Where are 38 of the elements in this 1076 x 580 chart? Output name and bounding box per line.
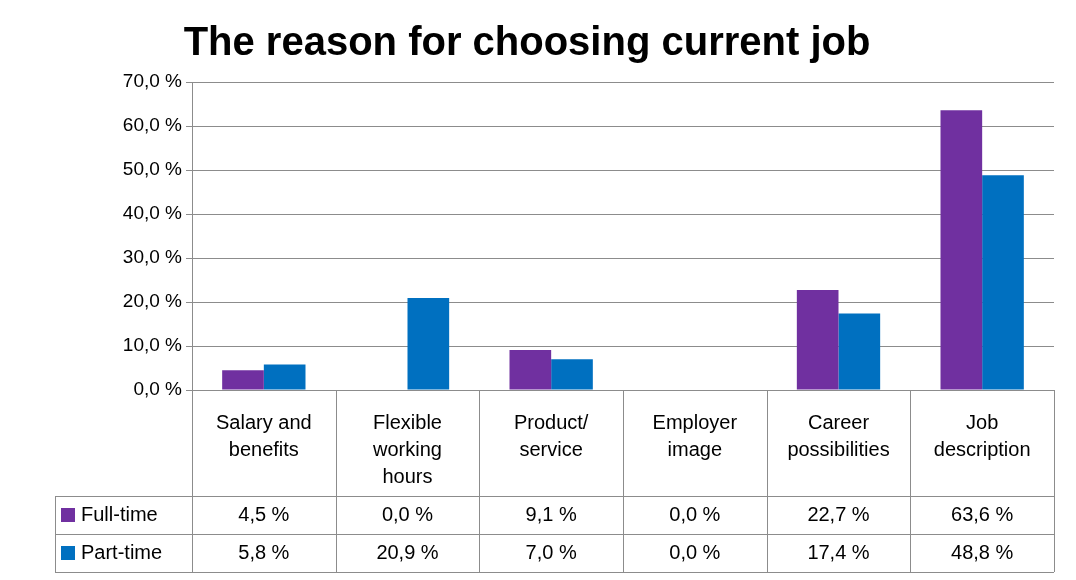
bar <box>263 364 306 390</box>
bar <box>838 313 881 390</box>
legend-label: Part-time <box>81 540 163 563</box>
bar <box>509 349 552 390</box>
x-tick-label: Product/ service <box>513 411 589 461</box>
x-tick-label: Salary and benefits <box>216 411 312 461</box>
y-tick-label: 70,0 % <box>122 70 183 92</box>
x-tick-label: Flexible working hours <box>372 411 442 488</box>
bar <box>407 298 450 390</box>
data-label: 20,9 % <box>376 540 439 563</box>
y-tick-label: 30,0 % <box>122 246 183 268</box>
y-tick-label: 0,0 % <box>133 378 183 400</box>
data-label: 63,6 % <box>951 502 1014 525</box>
y-tick-label: 20,0 % <box>122 290 183 312</box>
data-label: 0,0 % <box>669 502 721 525</box>
bar <box>796 290 839 390</box>
data-label: 4,5 % <box>238 502 290 525</box>
bar <box>940 110 983 390</box>
data-label: 7,0 % <box>525 540 577 563</box>
y-tick-label: 40,0 % <box>122 202 183 224</box>
x-tick-label: Job description <box>933 411 1031 461</box>
legend-label: Full-time <box>81 502 158 525</box>
x-tick-label: Employer image <box>652 411 738 461</box>
data-label: 9,1 % <box>525 502 577 525</box>
data-label: 0,0 % <box>381 502 434 525</box>
chart-title: The reason for choosing current job <box>183 19 871 64</box>
data-label: 22,7 % <box>807 502 870 525</box>
data-label: 0,0 % <box>669 540 721 563</box>
data-label: 48,8 % <box>951 540 1014 563</box>
y-tick-label: 50,0 % <box>122 158 183 180</box>
data-label: 17,4 % <box>807 540 870 563</box>
y-tick-label: 60,0 % <box>122 114 183 136</box>
data-label: 5,8 % <box>238 540 290 563</box>
bar <box>222 370 264 390</box>
x-tick-label: Career possibilities <box>787 411 890 461</box>
y-tick-label: 10,0 % <box>122 334 183 356</box>
bar <box>982 175 1024 390</box>
bar <box>551 359 593 390</box>
